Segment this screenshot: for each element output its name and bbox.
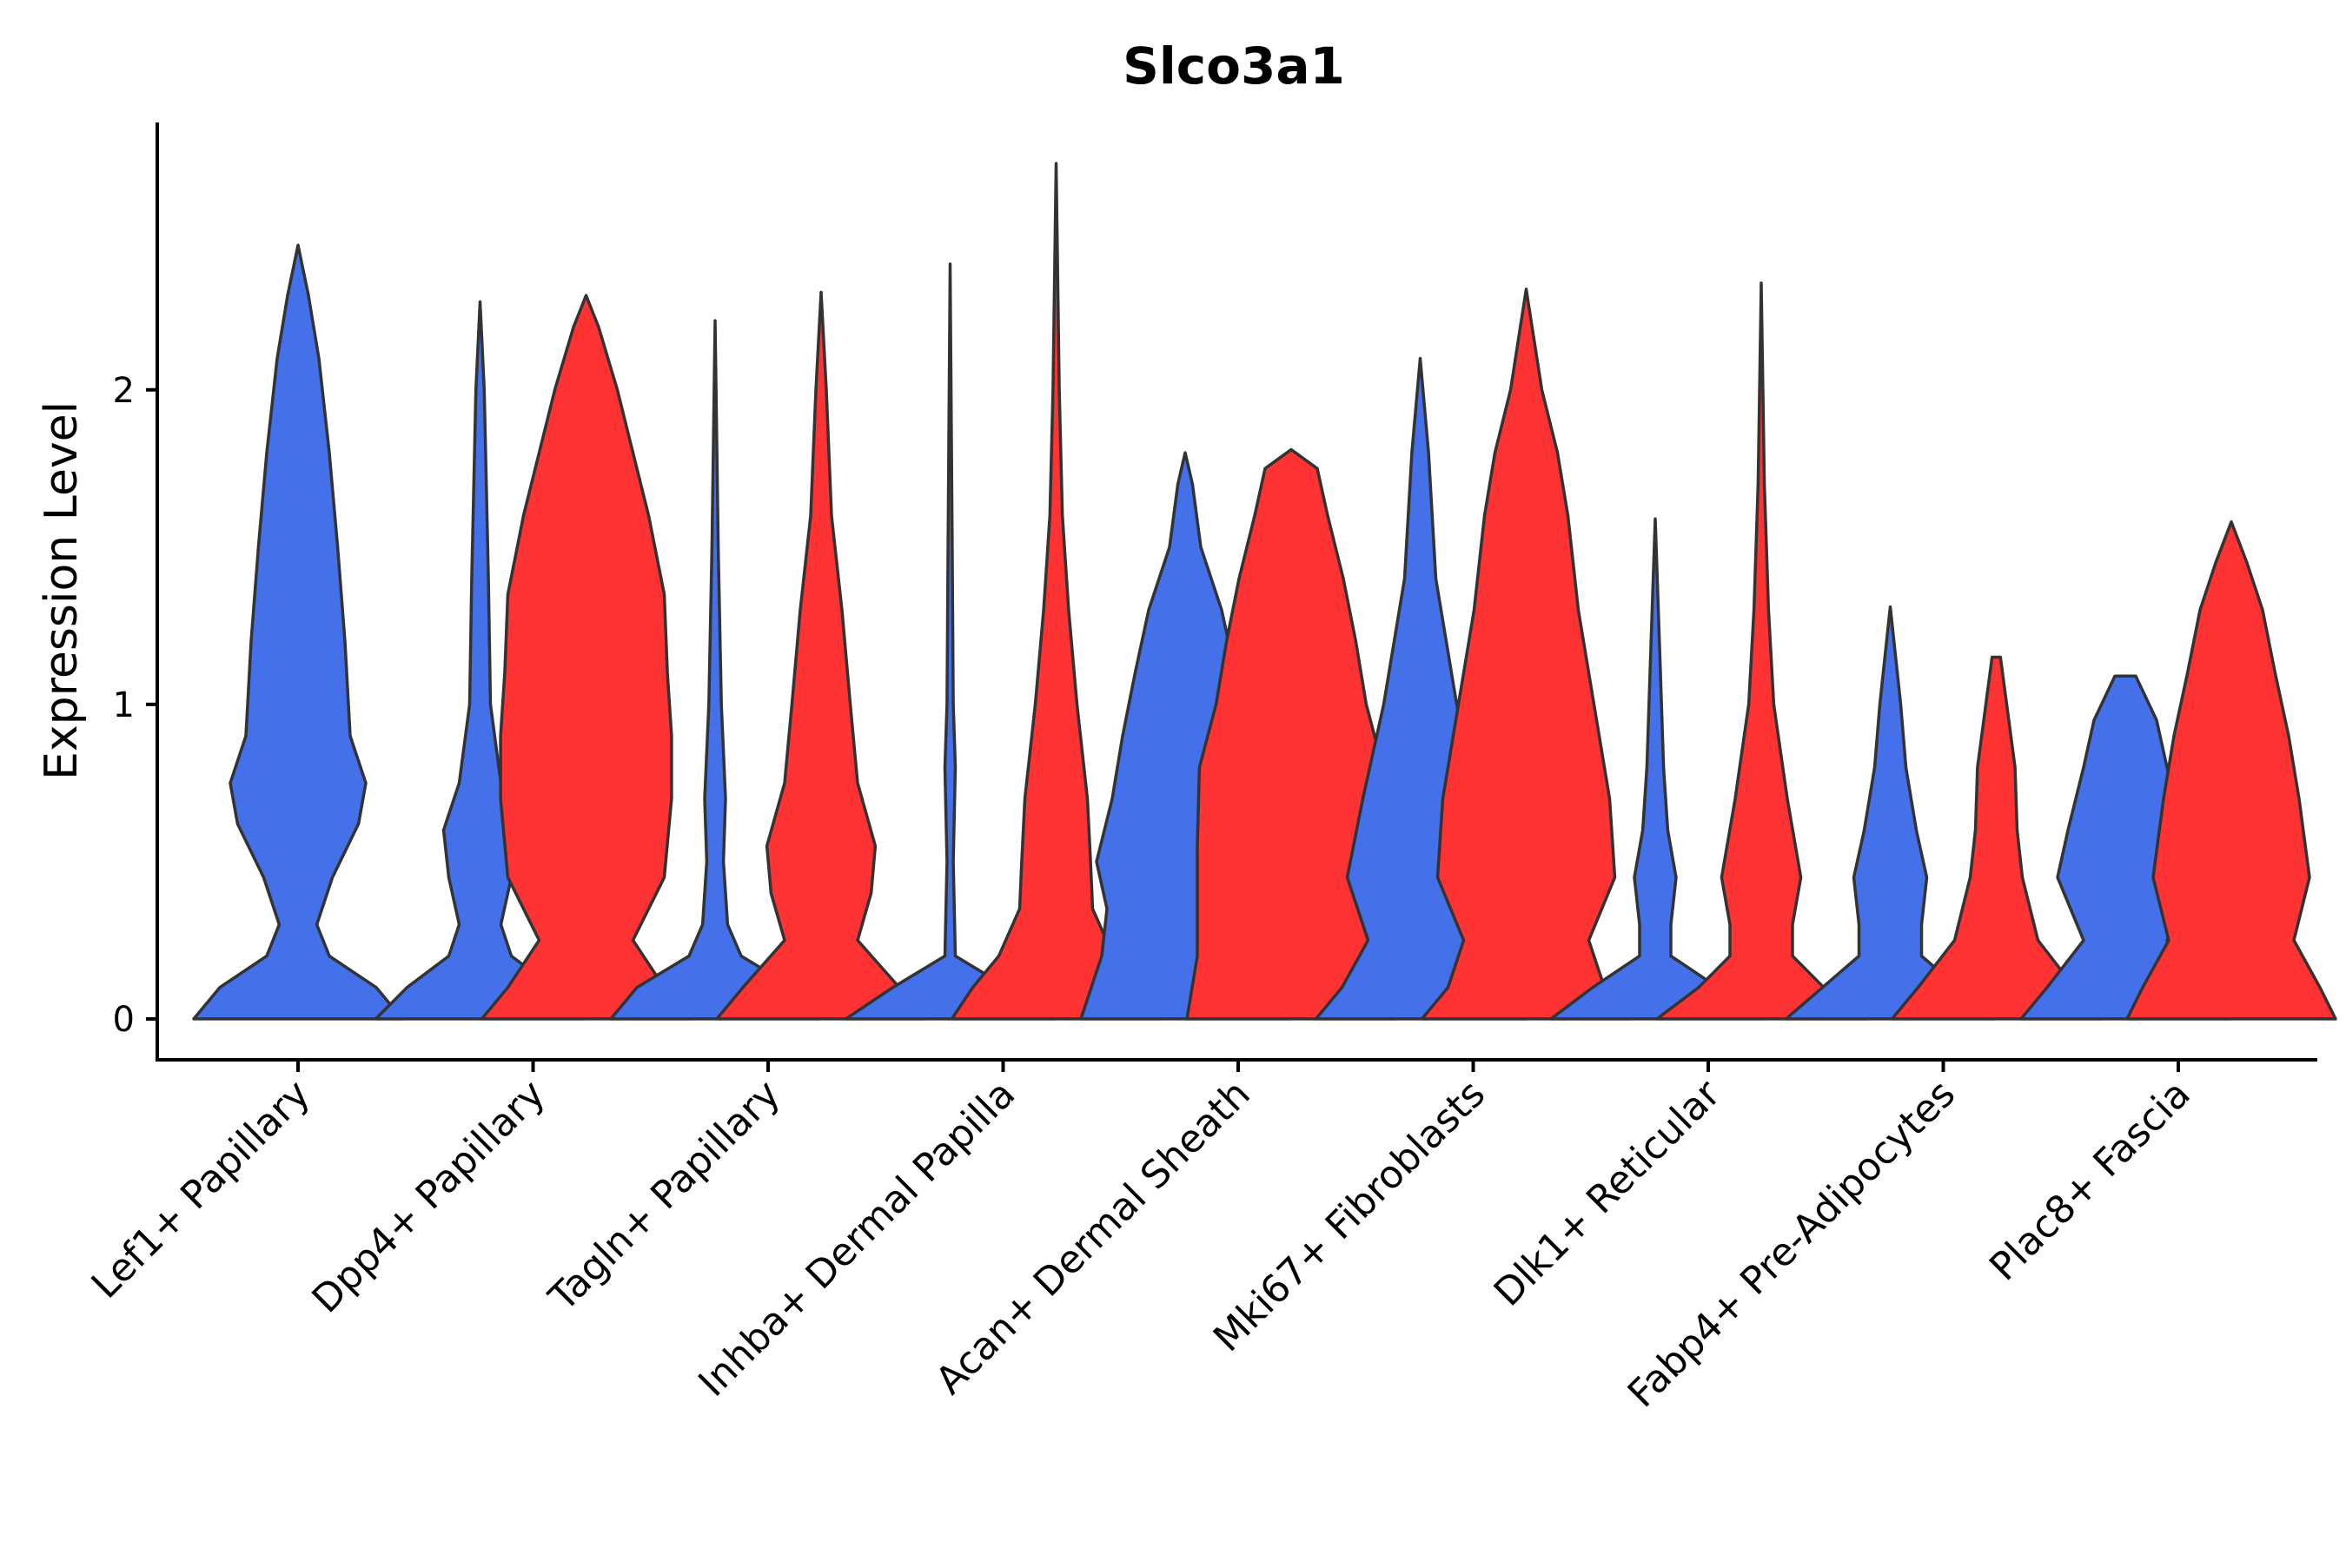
category-label: Dlk1+ Reticular xyxy=(1486,1071,1730,1315)
y-tick-label: 0 xyxy=(113,1000,135,1040)
violin-group2-6 xyxy=(1420,288,1633,1021)
violin-group2-5 xyxy=(1185,447,1397,1021)
y-axis-label: Expression Level xyxy=(36,401,88,780)
violin-group1-3 xyxy=(609,319,821,1021)
violin-group2-2 xyxy=(480,294,693,1021)
violin-group1-8 xyxy=(1784,605,1997,1021)
violin-group1-7 xyxy=(1549,517,1761,1021)
violin-group2-7 xyxy=(1655,281,1867,1021)
y-tick-label: 2 xyxy=(113,371,135,411)
violin-group1-1 xyxy=(192,243,404,1021)
category-label: Mki67+ Fibroblasts xyxy=(1205,1072,1494,1360)
y-tick-label: 1 xyxy=(113,685,135,725)
y-ticks: 0 1 2 xyxy=(113,371,157,1040)
violin-group2-9 xyxy=(2125,520,2337,1021)
category-label: Lef1+ Papillary xyxy=(83,1072,319,1307)
violin-group1-4 xyxy=(844,262,1057,1021)
category-label: Dpp4+ Papillary xyxy=(304,1072,554,1322)
violin-group2-8 xyxy=(1890,655,2103,1021)
category-label: Plac8+ Fascia xyxy=(1981,1072,2199,1290)
category-label: Tagln+ Papillary xyxy=(540,1072,789,1320)
violin-group2-3 xyxy=(715,290,927,1021)
violin-group xyxy=(192,162,2337,1021)
violin-group2-4 xyxy=(950,162,1163,1021)
chart-title: Slco3a1 xyxy=(1123,36,1345,96)
violin-group1-2 xyxy=(374,300,586,1021)
